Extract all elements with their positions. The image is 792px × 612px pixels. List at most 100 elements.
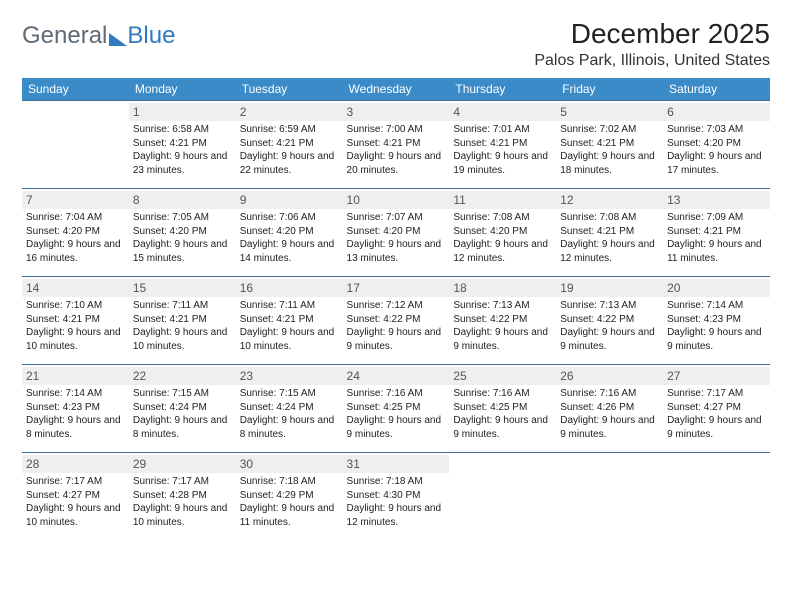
day-number: 1 bbox=[129, 103, 236, 121]
day-info: Sunrise: 7:15 AMSunset: 4:24 PMDaylight:… bbox=[240, 387, 339, 441]
calendar-day-cell: 31Sunrise: 7:18 AMSunset: 4:30 PMDayligh… bbox=[343, 453, 450, 541]
day-number: 13 bbox=[663, 191, 770, 209]
calendar-day-cell: 30 Sunrise: 7:18 AMSunset: 4:29 PMDayligh… bbox=[236, 453, 343, 541]
calendar-table: SundayMondayTuesdayWednesdayThursdayFrid… bbox=[22, 78, 770, 541]
day-number: 11 bbox=[449, 191, 556, 209]
day-number: 2 bbox=[236, 103, 343, 121]
calendar-week-row: 7 Sunrise: 7:04 AMSunset: 4:20 PMDaylight… bbox=[22, 189, 770, 277]
day-number: 10 bbox=[343, 191, 450, 209]
calendar-day-cell bbox=[663, 453, 770, 541]
day-info: Sunrise: 7:13 AMSunset: 4:22 PMDaylight:… bbox=[453, 299, 552, 353]
day-info: Sunrise: 7:17 AMSunset: 4:27 PMDaylight:… bbox=[667, 387, 766, 441]
calendar-day-cell: 10 Sunrise: 7:07 AMSunset: 4:20 PMDayligh… bbox=[343, 189, 450, 277]
day-number: 24 bbox=[343, 367, 450, 385]
calendar-day-cell: 6 Sunrise: 7:03 AMSunset: 4:20 PMDaylight… bbox=[663, 101, 770, 189]
calendar-day-cell: 5 Sunrise: 7:02 AMSunset: 4:21 PMDaylight… bbox=[556, 101, 663, 189]
day-info: Sunrise: 7:02 AMSunset: 4:21 PMDaylight:… bbox=[560, 123, 659, 177]
title-block: December 2025 Palos Park, Illinois, Unit… bbox=[534, 18, 770, 70]
day-number: 26 bbox=[556, 367, 663, 385]
day-info: Sunrise: 7:10 AMSunset: 4:21 PMDaylight:… bbox=[26, 299, 125, 353]
day-header: Wednesday bbox=[343, 78, 450, 101]
calendar-day-cell: 14 Sunrise: 7:10 AMSunset: 4:21 PMDayligh… bbox=[22, 277, 129, 365]
day-number: 27 bbox=[663, 367, 770, 385]
day-info: Sunrise: 7:13 AMSunset: 4:22 PMDaylight:… bbox=[560, 299, 659, 353]
calendar-day-cell bbox=[22, 101, 129, 189]
day-number: 29 bbox=[129, 455, 236, 473]
day-number: 4 bbox=[449, 103, 556, 121]
day-number: 3 bbox=[343, 103, 450, 121]
calendar-day-cell: 2Sunrise: 6:59 AMSunset: 4:21 PMDaylight… bbox=[236, 101, 343, 189]
logo-text-1: General bbox=[22, 24, 107, 48]
day-info: Sunrise: 7:18 AMSunset: 4:30 PMDaylight:… bbox=[347, 475, 446, 529]
day-info: Sunrise: 7:05 AMSunset: 4:20 PMDaylight:… bbox=[133, 211, 232, 265]
day-info: Sunrise: 7:16 AMSunset: 4:25 PMDaylight:… bbox=[347, 387, 446, 441]
day-number: 28 bbox=[22, 455, 129, 473]
day-number: 12 bbox=[556, 191, 663, 209]
day-info: Sunrise: 7:11 AMSunset: 4:21 PMDaylight:… bbox=[240, 299, 339, 353]
day-number: 18 bbox=[449, 279, 556, 297]
day-header: Sunday bbox=[22, 78, 129, 101]
calendar-head: SundayMondayTuesdayWednesdayThursdayFrid… bbox=[22, 78, 770, 101]
day-header: Tuesday bbox=[236, 78, 343, 101]
day-info: Sunrise: 7:01 AMSunset: 4:21 PMDaylight:… bbox=[453, 123, 552, 177]
day-info: Sunrise: 7:14 AMSunset: 4:23 PMDaylight:… bbox=[26, 387, 125, 441]
day-number: 8 bbox=[129, 191, 236, 209]
day-header: Saturday bbox=[663, 78, 770, 101]
calendar-day-cell: 11 Sunrise: 7:08 AMSunset: 4:20 PMDayligh… bbox=[449, 189, 556, 277]
calendar-day-cell: 4 Sunrise: 7:01 AMSunset: 4:21 PMDaylight… bbox=[449, 101, 556, 189]
calendar-page: General Blue December 2025 Palos Park, Il… bbox=[0, 0, 792, 541]
calendar-day-cell: 20 Sunrise: 7:14 AMSunset: 4:23 PMDayligh… bbox=[663, 277, 770, 365]
day-info: Sunrise: 7:03 AMSunset: 4:20 PMDaylight:… bbox=[667, 123, 766, 177]
calendar-day-cell bbox=[449, 453, 556, 541]
day-info: Sunrise: 7:08 AMSunset: 4:21 PMDaylight:… bbox=[560, 211, 659, 265]
calendar-day-cell bbox=[556, 453, 663, 541]
month-title: December 2025 bbox=[534, 18, 770, 50]
calendar-day-cell: 27 Sunrise: 7:17 AMSunset: 4:27 PMDayligh… bbox=[663, 365, 770, 453]
calendar-week-row: 28 Sunrise: 7:17 AMSunset: 4:27 PMDayligh… bbox=[22, 453, 770, 541]
day-number: 20 bbox=[663, 279, 770, 297]
day-info: Sunrise: 7:09 AMSunset: 4:21 PMDaylight:… bbox=[667, 211, 766, 265]
logo-triangle-icon bbox=[109, 33, 127, 46]
calendar-day-cell: 26 Sunrise: 7:16 AMSunset: 4:26 PMDayligh… bbox=[556, 365, 663, 453]
day-number: 14 bbox=[22, 279, 129, 297]
day-info: Sunrise: 7:16 AMSunset: 4:25 PMDaylight:… bbox=[453, 387, 552, 441]
calendar-day-cell: 8 Sunrise: 7:05 AMSunset: 4:20 PMDaylight… bbox=[129, 189, 236, 277]
calendar-day-cell: 1 Sunrise: 6:58 AMSunset: 4:21 PMDaylight… bbox=[129, 101, 236, 189]
calendar-day-cell: 22 Sunrise: 7:15 AMSunset: 4:24 PMDayligh… bbox=[129, 365, 236, 453]
calendar-day-cell: 13 Sunrise: 7:09 AMSunset: 4:21 PMDayligh… bbox=[663, 189, 770, 277]
day-info: Sunrise: 7:14 AMSunset: 4:23 PMDaylight:… bbox=[667, 299, 766, 353]
day-header-row: SundayMondayTuesdayWednesdayThursdayFrid… bbox=[22, 78, 770, 101]
logo: General Blue bbox=[22, 18, 175, 48]
day-number: 7 bbox=[22, 191, 129, 209]
calendar-day-cell: 17Sunrise: 7:12 AMSunset: 4:22 PMDayligh… bbox=[343, 277, 450, 365]
calendar-day-cell: 29 Sunrise: 7:17 AMSunset: 4:28 PMDayligh… bbox=[129, 453, 236, 541]
day-info: Sunrise: 7:17 AMSunset: 4:27 PMDaylight:… bbox=[26, 475, 125, 529]
location-text: Palos Park, Illinois, United States bbox=[534, 52, 770, 70]
day-number: 22 bbox=[129, 367, 236, 385]
day-info: Sunrise: 7:07 AMSunset: 4:20 PMDaylight:… bbox=[347, 211, 446, 265]
calendar-week-row: 21Sunrise: 7:14 AMSunset: 4:23 PMDayligh… bbox=[22, 365, 770, 453]
calendar-day-cell: 24 Sunrise: 7:16 AMSunset: 4:25 PMDayligh… bbox=[343, 365, 450, 453]
day-info: Sunrise: 7:16 AMSunset: 4:26 PMDaylight:… bbox=[560, 387, 659, 441]
day-info: Sunrise: 7:04 AMSunset: 4:20 PMDaylight:… bbox=[26, 211, 125, 265]
calendar-day-cell: 18 Sunrise: 7:13 AMSunset: 4:22 PMDayligh… bbox=[449, 277, 556, 365]
calendar-day-cell: 9Sunrise: 7:06 AMSunset: 4:20 PMDaylight… bbox=[236, 189, 343, 277]
calendar-day-cell: 15Sunrise: 7:11 AMSunset: 4:21 PMDayligh… bbox=[129, 277, 236, 365]
header: General Blue December 2025 Palos Park, Il… bbox=[22, 18, 770, 70]
day-info: Sunrise: 7:00 AMSunset: 4:21 PMDaylight:… bbox=[347, 123, 446, 177]
calendar-day-cell: 3 Sunrise: 7:00 AMSunset: 4:21 PMDaylight… bbox=[343, 101, 450, 189]
day-info: Sunrise: 7:08 AMSunset: 4:20 PMDaylight:… bbox=[453, 211, 552, 265]
day-info: Sunrise: 7:17 AMSunset: 4:28 PMDaylight:… bbox=[133, 475, 232, 529]
calendar-day-cell: 23Sunrise: 7:15 AMSunset: 4:24 PMDayligh… bbox=[236, 365, 343, 453]
day-info: Sunrise: 7:15 AMSunset: 4:24 PMDaylight:… bbox=[133, 387, 232, 441]
day-number: 30 bbox=[236, 455, 343, 473]
day-number: 6 bbox=[663, 103, 770, 121]
day-info: Sunrise: 7:06 AMSunset: 4:20 PMDaylight:… bbox=[240, 211, 339, 265]
calendar-day-cell: 16Sunrise: 7:11 AMSunset: 4:21 PMDayligh… bbox=[236, 277, 343, 365]
calendar-day-cell: 28 Sunrise: 7:17 AMSunset: 4:27 PMDayligh… bbox=[22, 453, 129, 541]
day-info: Sunrise: 6:58 AMSunset: 4:21 PMDaylight:… bbox=[133, 123, 232, 177]
day-number: 5 bbox=[556, 103, 663, 121]
day-info: Sunrise: 7:18 AMSunset: 4:29 PMDaylight:… bbox=[240, 475, 339, 529]
calendar-day-cell: 7 Sunrise: 7:04 AMSunset: 4:20 PMDaylight… bbox=[22, 189, 129, 277]
logo-text-2: Blue bbox=[127, 24, 175, 48]
